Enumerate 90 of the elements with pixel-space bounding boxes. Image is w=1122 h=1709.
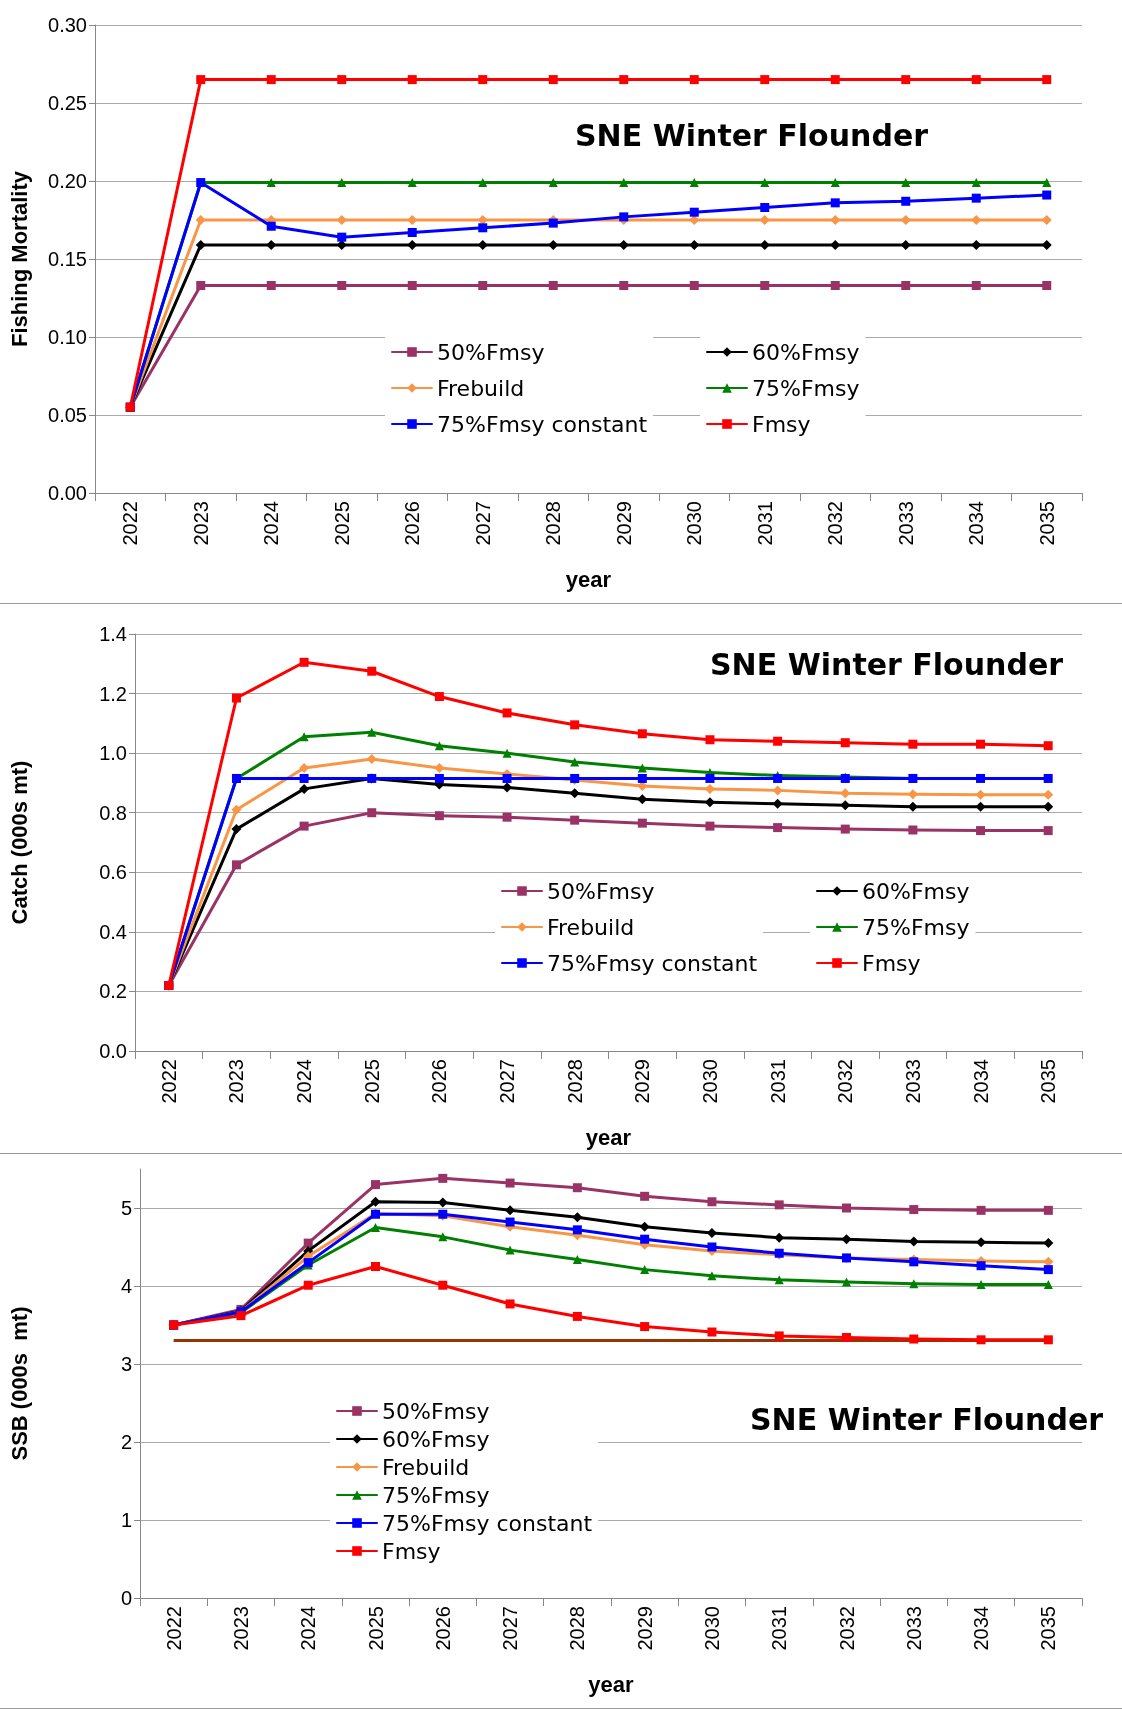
x-tick-label: 2029 bbox=[633, 1606, 656, 1651]
x-axis-title: year bbox=[565, 566, 612, 592]
x-tick-label: 2035 bbox=[1037, 1606, 1060, 1651]
legend-label: Frebuild bbox=[437, 375, 525, 401]
x-tick-label: 2032 bbox=[824, 501, 847, 546]
y-tick-label: 0.25 bbox=[48, 92, 87, 114]
legend-label: 60%Fmsy bbox=[752, 339, 860, 365]
x-tick-label: 2034 bbox=[965, 501, 988, 546]
x-tick-label: 2022 bbox=[157, 1059, 180, 1104]
legend-label: 75%Fmsy bbox=[752, 375, 860, 401]
y-tick-label: 1.2 bbox=[99, 682, 127, 705]
y-tick-label: 0.30 bbox=[48, 14, 87, 36]
text: SNE Winter Flounder bbox=[575, 117, 929, 153]
legend-label: 50%Fmsy bbox=[437, 339, 545, 365]
x-tick-label: 2024 bbox=[260, 501, 283, 546]
legend-label: Fmsy bbox=[382, 1538, 441, 1564]
x-tick-label: 2027 bbox=[471, 501, 494, 546]
legend-label: Fmsy bbox=[862, 950, 921, 976]
x-tick-label: 2034 bbox=[969, 1059, 992, 1104]
x-tick-label: 2026 bbox=[431, 1606, 454, 1651]
y-tick-label: 5 bbox=[120, 1197, 132, 1219]
x-tick-label: 2032 bbox=[835, 1606, 858, 1651]
x-tick-label: 2022 bbox=[162, 1606, 185, 1651]
x-tick-label: 2029 bbox=[631, 1059, 654, 1104]
legend-label: 75%Fmsy bbox=[862, 914, 970, 940]
legend-label: 75%Fmsy constant bbox=[382, 1510, 593, 1536]
x-tick-label: 2033 bbox=[902, 1606, 925, 1651]
x-tick-label: 2031 bbox=[766, 1059, 789, 1104]
y-tick-label: 0.15 bbox=[48, 248, 87, 270]
legend-label: 75%Fmsy constant bbox=[547, 950, 758, 976]
legend-label: Fmsy bbox=[752, 411, 811, 437]
y-axis-title: Catch (000s mt) bbox=[6, 760, 32, 925]
x-tick-label: 2022 bbox=[119, 501, 142, 546]
chart-title: SNE Winter Flounder bbox=[710, 646, 1064, 682]
legend-label: Frebuild bbox=[547, 914, 635, 940]
x-axis-title: year bbox=[588, 1671, 635, 1697]
x-tick-label: 2032 bbox=[834, 1059, 857, 1104]
x-tick-label: 2027 bbox=[496, 1059, 519, 1104]
y-tick-label: 0.8 bbox=[99, 801, 127, 824]
y-tick-label: 2 bbox=[120, 1431, 132, 1453]
x-axis-title: year bbox=[585, 1124, 632, 1150]
x-tick-label: 2028 bbox=[566, 1606, 589, 1651]
x-tick-label: 2023 bbox=[189, 501, 212, 546]
x-tick-label: 2028 bbox=[542, 501, 565, 546]
y-tick-label: 0.0 bbox=[99, 1040, 127, 1062]
text: SNE Winter Flounder bbox=[750, 1401, 1104, 1437]
x-tick-label: 2026 bbox=[401, 501, 424, 546]
legend-label: 75%Fmsy bbox=[382, 1482, 490, 1508]
x-tick-label: 2028 bbox=[563, 1059, 586, 1104]
legend-label: 60%Fmsy bbox=[382, 1426, 490, 1452]
y-tick-label: 0 bbox=[120, 1587, 132, 1609]
y-axis-title: SSB (000s mt) bbox=[6, 1306, 32, 1461]
legend-label: 50%Fmsy bbox=[382, 1398, 490, 1424]
y-tick-label: 3 bbox=[120, 1353, 132, 1375]
y-tick-label: 4 bbox=[120, 1275, 132, 1297]
legend-label: 60%Fmsy bbox=[862, 878, 970, 904]
x-tick-label: 2024 bbox=[297, 1606, 320, 1651]
y-tick-label: 0.2 bbox=[99, 980, 127, 1003]
legend-label: 75%Fmsy constant bbox=[437, 411, 648, 437]
y-tick-label: 1 bbox=[120, 1509, 132, 1531]
x-tick-label: 2034 bbox=[970, 1606, 993, 1651]
x-tick-label: 2024 bbox=[293, 1059, 316, 1104]
x-tick-label: 2035 bbox=[1037, 1059, 1060, 1104]
x-tick-label: 2025 bbox=[330, 501, 353, 546]
x-tick-label: 2033 bbox=[901, 1059, 924, 1104]
y-tick-label: 0.20 bbox=[48, 170, 87, 192]
x-tick-label: 2031 bbox=[753, 501, 776, 546]
y-tick-label: 0.05 bbox=[48, 404, 87, 426]
x-tick-label: 2030 bbox=[683, 501, 706, 546]
x-tick-label: 2030 bbox=[700, 1606, 723, 1651]
x-tick-label: 2029 bbox=[612, 501, 635, 546]
x-tick-label: 2033 bbox=[894, 501, 917, 546]
x-tick-label: 2027 bbox=[499, 1606, 522, 1651]
y-tick-label: 0.6 bbox=[99, 861, 127, 884]
y-axis-title: Fishing Mortality bbox=[6, 170, 32, 347]
legend-label: 50%Fmsy bbox=[547, 878, 655, 904]
x-tick-label: 2031 bbox=[768, 1606, 791, 1651]
x-tick-label: 2023 bbox=[229, 1606, 252, 1651]
y-tick-label: 0.00 bbox=[48, 482, 87, 504]
y-tick-label: 0.10 bbox=[48, 326, 87, 348]
x-tick-label: 2025 bbox=[364, 1606, 387, 1651]
legend-label: Frebuild bbox=[382, 1454, 470, 1480]
y-tick-label: 0.4 bbox=[99, 920, 127, 943]
x-tick-label: 2026 bbox=[428, 1059, 451, 1104]
x-tick-label: 2035 bbox=[1035, 501, 1058, 546]
y-tick-label: 1.4 bbox=[99, 623, 127, 645]
x-tick-label: 2030 bbox=[698, 1059, 721, 1104]
y-tick-label: 1.0 bbox=[99, 742, 127, 765]
x-tick-label: 2025 bbox=[360, 1059, 383, 1104]
x-tick-label: 2023 bbox=[225, 1059, 248, 1104]
